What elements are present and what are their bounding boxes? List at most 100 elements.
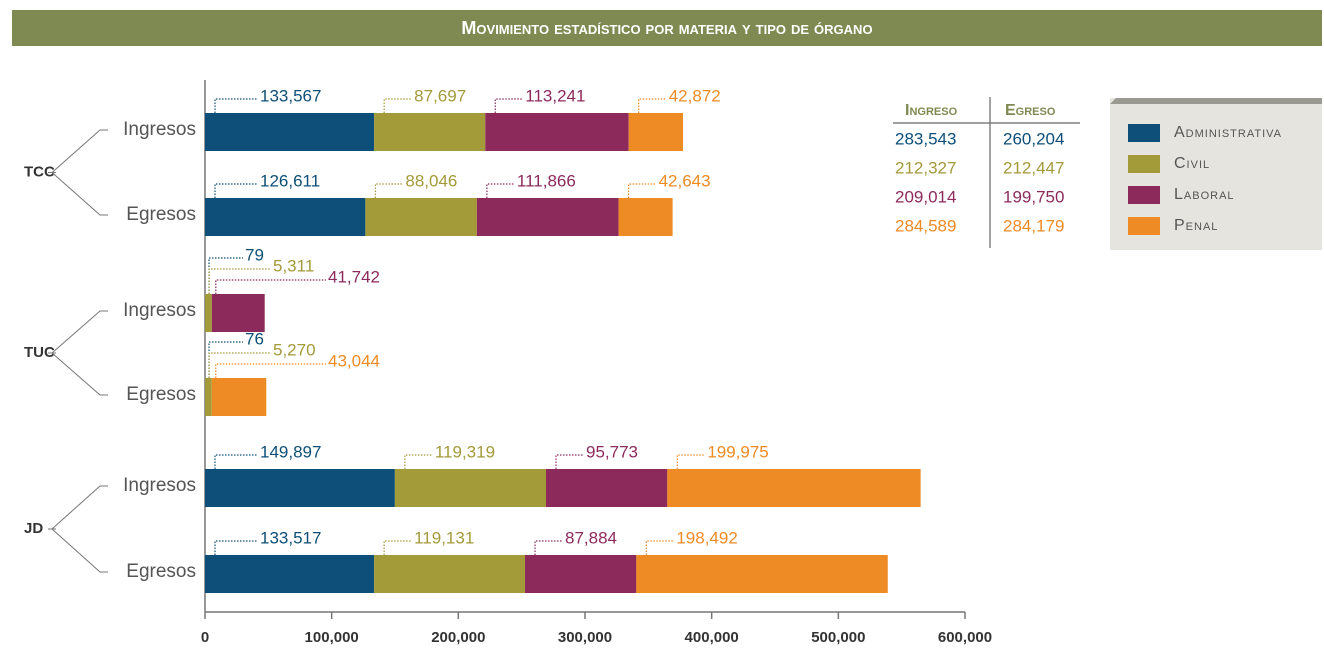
- value-label: 76: [245, 329, 264, 348]
- row-label: Ingresos: [123, 300, 196, 321]
- legend-label: Civil: [1174, 155, 1210, 172]
- table-cell: 199,750: [1003, 187, 1064, 206]
- legend-swatch: [1128, 217, 1160, 235]
- bar-segment: [667, 469, 921, 507]
- table-cell: 283,543: [895, 129, 956, 148]
- leader-line: [645, 540, 675, 555]
- value-label: 119,131: [414, 528, 474, 547]
- leader-line: [214, 540, 258, 555]
- value-label: 133,567: [260, 86, 321, 105]
- leader-line: [383, 98, 413, 113]
- bar-segment: [205, 469, 395, 507]
- legend-swatch: [1128, 186, 1160, 204]
- value-label: 126,611: [260, 171, 320, 190]
- leader-line: [494, 98, 524, 113]
- value-label: 133,517: [260, 528, 321, 547]
- group-label: TUC: [24, 344, 55, 361]
- group-label: JD: [24, 520, 43, 537]
- bar-segment: [205, 555, 375, 593]
- row-label: Ingresos: [123, 119, 196, 140]
- bar-segment: [211, 378, 267, 416]
- bar-segment: [485, 113, 629, 151]
- bracket: [48, 310, 108, 396]
- leader-line: [208, 352, 271, 378]
- legend-swatch: [1128, 155, 1160, 173]
- bracket: [48, 129, 108, 216]
- bar-segment: [205, 198, 366, 236]
- value-label: 95,773: [586, 442, 638, 461]
- leader-line: [404, 454, 433, 469]
- chart-title: Movimiento estadístico por materia y tip…: [461, 18, 872, 38]
- value-label: 88,046: [405, 171, 457, 190]
- value-label: 113,241: [525, 86, 585, 105]
- leader-line: [638, 98, 667, 113]
- value-label: 119,319: [435, 442, 495, 461]
- value-label: 5,270: [273, 340, 316, 359]
- value-label: 79: [245, 245, 264, 264]
- bar-segment: [628, 113, 684, 151]
- value-label: 111,866: [517, 171, 576, 190]
- value-label: 5,311: [273, 256, 314, 275]
- bar-segment: [365, 198, 477, 236]
- table-cell: 284,589: [895, 216, 956, 235]
- value-label: 149,897: [260, 442, 321, 461]
- group-label: TCC: [24, 163, 55, 180]
- value-label: 41,742: [328, 267, 380, 286]
- bar-segment: [205, 378, 212, 416]
- bar-segment: [618, 198, 673, 236]
- title-band: [12, 10, 1322, 46]
- table-cell: 260,204: [1003, 129, 1064, 148]
- value-label: 198,492: [676, 528, 737, 547]
- table-header: Ingreso: [905, 102, 958, 119]
- bar-segment: [374, 113, 486, 151]
- row-label: Ingresos: [123, 475, 196, 496]
- x-tick-label: 300,000: [558, 629, 612, 646]
- bar-segment: [394, 469, 547, 507]
- table-cell: 209,014: [895, 187, 956, 206]
- leader-line: [374, 183, 404, 198]
- leader-line: [383, 540, 413, 555]
- x-tick-label: 600,000: [938, 629, 992, 646]
- value-label: 87,697: [414, 86, 466, 105]
- bar-segment: [636, 555, 888, 593]
- bar-segment: [211, 294, 265, 332]
- row-label: Egresos: [126, 204, 196, 225]
- leader-line: [215, 279, 326, 294]
- value-label: 43,044: [328, 351, 380, 370]
- leader-line: [627, 183, 657, 198]
- legend-swatch: [1128, 124, 1160, 142]
- bracket: [48, 485, 108, 573]
- value-label: 199,975: [707, 442, 768, 461]
- bar-segment: [205, 294, 212, 332]
- row-label: Egresos: [126, 384, 196, 405]
- bar-segment: [525, 555, 637, 593]
- x-tick-label: 200,000: [431, 629, 485, 646]
- leader-line: [208, 257, 243, 294]
- bar-segment: [374, 555, 526, 593]
- x-tick-label: 500,000: [811, 629, 865, 646]
- value-label: 42,643: [659, 171, 711, 190]
- legend-bevel: [1110, 98, 1322, 104]
- leader-line: [534, 540, 564, 555]
- leader-line: [214, 454, 258, 469]
- value-label: 42,872: [669, 86, 721, 105]
- x-tick-label: 100,000: [305, 629, 359, 646]
- x-tick-label: 400,000: [685, 629, 739, 646]
- legend-label: Administrativa: [1174, 124, 1282, 141]
- legend-label: Laboral: [1174, 186, 1235, 203]
- leader-line: [486, 183, 515, 198]
- leader-line: [676, 454, 706, 469]
- x-tick-label: 0: [201, 629, 209, 646]
- table-header: Egreso: [1005, 102, 1056, 119]
- leader-line: [214, 183, 258, 198]
- leader-line: [555, 454, 585, 469]
- leader-line: [208, 268, 271, 294]
- table-cell: 212,327: [895, 158, 956, 177]
- value-label: 87,884: [565, 528, 617, 547]
- bar-segment: [476, 198, 619, 236]
- bar-segment: [205, 113, 375, 151]
- leader-line: [214, 98, 258, 113]
- row-label: Egresos: [126, 561, 196, 582]
- legend-label: Penal: [1174, 217, 1218, 234]
